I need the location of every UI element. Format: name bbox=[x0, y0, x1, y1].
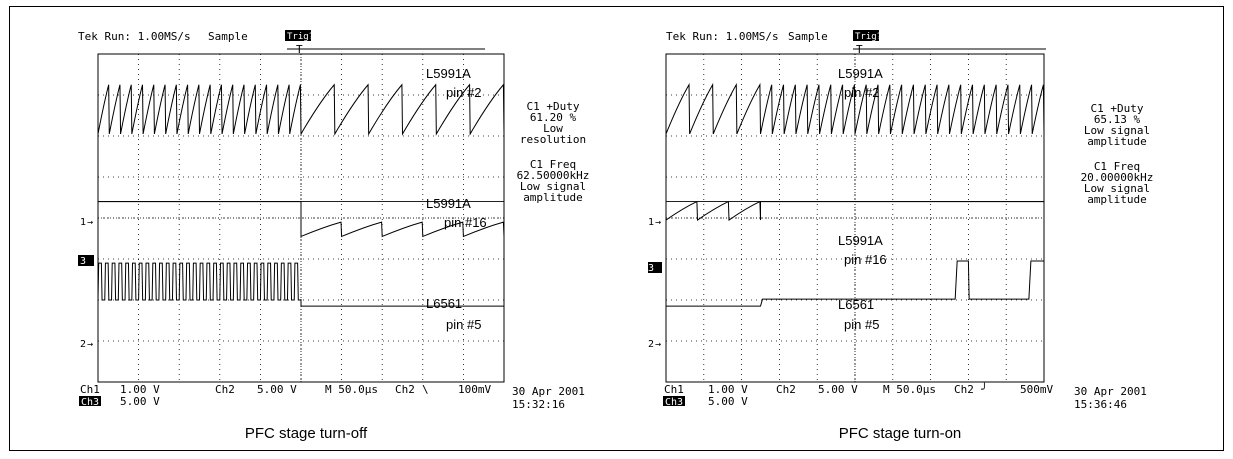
channel-marker-2-arrow: → bbox=[655, 339, 661, 350]
trace-label-pin16-line2: pin #16 bbox=[844, 252, 887, 267]
footer-ch1-label: Ch1 bbox=[80, 383, 100, 396]
meas-freq-line2: 20.00000kHz bbox=[1081, 171, 1154, 184]
footer-trigger-level: 100mV bbox=[458, 383, 491, 396]
measurement-freq: C1 Freq 20.00000kHz Low signal amplitude bbox=[1081, 160, 1154, 206]
meas-freq-line1: C1 Freq bbox=[1094, 160, 1140, 173]
measurement-duty: C1 +Duty 61.20 % Low resolution bbox=[520, 100, 586, 146]
meas-freq-line1: C1 Freq bbox=[530, 158, 576, 171]
footer-ch1-label: Ch1 bbox=[664, 383, 684, 396]
footer-ch3-label: Ch3 bbox=[81, 397, 99, 408]
trace-label-pin2-line2: pin #2 bbox=[844, 85, 879, 100]
trace-label-pin5-line2: pin #5 bbox=[446, 317, 481, 332]
figure-frame bbox=[9, 6, 1224, 451]
meas-freq-line4: amplitude bbox=[1087, 193, 1147, 206]
meas-duty-line3: Low signal bbox=[1084, 124, 1150, 137]
scope-panel-turn-on: Tek Run: 1.00MS/s Sample Trig? T L5991A … bbox=[648, 30, 1154, 411]
header-run: Tek Run: 1.00MS/s bbox=[78, 30, 191, 43]
footer-ch1-scale: 1.00 V bbox=[708, 383, 748, 396]
trace-label-pin16-line2: pin #16 bbox=[444, 215, 487, 230]
trace-label-pin2-line2: pin #2 bbox=[446, 85, 481, 100]
trace-pin16 bbox=[98, 201, 505, 238]
footer-ch2-label: Ch2 bbox=[215, 383, 235, 396]
trace-label-pin5-line1: L6561 bbox=[426, 296, 462, 311]
capture-date: 30 Apr 2001 bbox=[512, 385, 585, 398]
capture-date: 30 Apr 2001 bbox=[1074, 385, 1147, 398]
header-mode: Sample bbox=[788, 30, 828, 43]
meas-freq-line4: amplitude bbox=[523, 191, 583, 204]
meas-duty-line1: C1 +Duty bbox=[527, 100, 580, 113]
meas-duty-line3: Low bbox=[543, 122, 563, 135]
meas-duty-line2: 61.20 % bbox=[530, 111, 577, 124]
footer-settings: Ch1 1.00 V Ch2 5.00 V M 50.0µs Ch2 ╯ 500… bbox=[663, 382, 1053, 408]
footer-ch3-scale: 5.00 V bbox=[120, 395, 160, 408]
trace-label-pin2-line1: L5991A bbox=[838, 66, 883, 81]
measurement-freq: C1 Freq 62.50000kHz Low signal amplitude bbox=[517, 158, 590, 204]
footer-trigger-source: Ch2 bbox=[954, 383, 974, 396]
channel-marker-2: 2 bbox=[80, 339, 86, 350]
channel-marker-2-arrow: → bbox=[87, 339, 93, 350]
meas-freq-line3: Low signal bbox=[1084, 182, 1150, 195]
channel-marker-1: 1 bbox=[80, 217, 86, 228]
footer-ch3-scale: 5.00 V bbox=[708, 395, 748, 408]
channel-marker-3: 3 bbox=[80, 256, 86, 267]
meas-freq-line2: 62.50000kHz bbox=[517, 169, 590, 182]
capture-time: 15:36:46 bbox=[1074, 398, 1127, 411]
trace-label-pin16-line1: L5991A bbox=[426, 196, 471, 211]
footer-trigger-level: 500mV bbox=[1020, 383, 1053, 396]
channel-marker-1-arrow: → bbox=[655, 217, 661, 228]
footer-timebase: M 50.0µs bbox=[325, 383, 378, 396]
traces bbox=[97, 83, 505, 307]
footer-timebase: M 50.0µs bbox=[883, 383, 936, 396]
meas-duty-line2: 65.13 % bbox=[1094, 113, 1141, 126]
trig-text: Trig? bbox=[855, 32, 882, 42]
meas-freq-line3: Low signal bbox=[520, 180, 586, 193]
measurement-duty: C1 +Duty 65.13 % Low signal amplitude bbox=[1084, 102, 1150, 148]
caption-turn-off: PFC stage turn-off bbox=[244, 425, 368, 442]
meas-duty-line1: C1 +Duty bbox=[1091, 102, 1144, 115]
footer-ch3-label: Ch3 bbox=[665, 397, 683, 408]
footer-ch2-scale: 5.00 V bbox=[257, 383, 297, 396]
footer-ch1-scale: 1.00 V bbox=[120, 383, 160, 396]
trace-label-pin16-line1: L5991A bbox=[838, 233, 883, 248]
traces bbox=[665, 82, 1045, 307]
trig-text: Trig? bbox=[287, 32, 314, 42]
scope-panel-turn-off: Tek Run: 1.00MS/s Sample Trig? T L5991A … bbox=[78, 30, 590, 411]
header-mode: Sample bbox=[208, 30, 248, 43]
channel-marker-3-badge bbox=[78, 255, 94, 266]
footer-ch3-badge bbox=[663, 396, 685, 406]
trig-badge bbox=[285, 30, 311, 41]
capture-time: 15:32:16 bbox=[512, 398, 565, 411]
trace-pin2 bbox=[97, 83, 505, 136]
footer-trigger-slope: ╯ bbox=[981, 382, 988, 396]
trace-label-pin2-line1: L5991A bbox=[426, 66, 471, 81]
channel-marker-1-arrow: → bbox=[87, 217, 93, 228]
graticule bbox=[665, 53, 1045, 383]
trace-pin5 bbox=[666, 260, 1044, 307]
channel-marker-3-badge bbox=[648, 262, 662, 273]
footer-ch3-badge bbox=[79, 396, 101, 406]
header-run: Tek Run: 1.00MS/s bbox=[666, 30, 779, 43]
trig-marker: T bbox=[856, 43, 863, 56]
trace-label-pin5-line1: L6561 bbox=[838, 297, 874, 312]
trace-label-pin5-line2: pin #5 bbox=[844, 317, 879, 332]
footer-trigger-source: Ch2 bbox=[395, 383, 415, 396]
footer-settings: Ch1 1.00 V Ch2 5.00 V M 50.0µs Ch2 \ 100… bbox=[79, 383, 491, 408]
trace-pin16 bbox=[665, 200, 1044, 221]
footer-ch2-scale: 5.00 V bbox=[818, 383, 858, 396]
meas-duty-line4: amplitude bbox=[1087, 135, 1147, 148]
caption-turn-on: PFC stage turn-on bbox=[838, 425, 962, 442]
footer-ch2-label: Ch2 bbox=[776, 383, 796, 396]
trig-marker: T bbox=[296, 43, 303, 56]
trace-pin2 bbox=[665, 82, 1045, 135]
channel-marker-1: 1 bbox=[648, 217, 654, 228]
trace-pin5 bbox=[97, 262, 504, 307]
trig-badge bbox=[853, 30, 879, 41]
footer-trigger-slope: \ bbox=[422, 383, 429, 396]
channel-marker-2: 2 bbox=[648, 339, 654, 350]
meas-duty-line4: resolution bbox=[520, 133, 586, 146]
channel-marker-3: 3 bbox=[648, 263, 654, 274]
